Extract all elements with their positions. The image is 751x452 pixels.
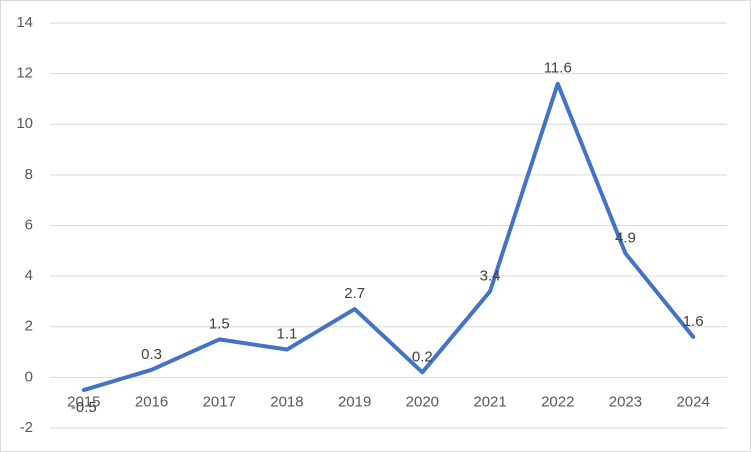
y-tick-label: -2 xyxy=(20,419,33,436)
data-label: 1.1 xyxy=(277,326,298,343)
x-tick-label: 2021 xyxy=(473,393,506,410)
data-label: 1.6 xyxy=(683,313,704,330)
data-label: 0.3 xyxy=(141,346,162,363)
x-tick-label: 2018 xyxy=(270,393,303,410)
x-tick-label: 2017 xyxy=(203,393,236,410)
data-label: 1.5 xyxy=(209,315,230,332)
x-tick-label: 2019 xyxy=(338,393,371,410)
data-label: 2.7 xyxy=(344,285,365,302)
x-tick-label: 2023 xyxy=(609,393,642,410)
data-label: 11.6 xyxy=(544,60,572,77)
data-label: 0.2 xyxy=(412,348,433,365)
data-label: 4.9 xyxy=(615,229,636,246)
y-tick-label: 6 xyxy=(25,216,33,233)
line xyxy=(81,81,696,393)
y-tick-label: 8 xyxy=(25,166,33,183)
x-tick-label: 2020 xyxy=(406,393,439,410)
x-tick-label: 2022 xyxy=(541,393,574,410)
data-label: 3.4 xyxy=(480,267,501,284)
data-label: -0.5 xyxy=(71,399,97,416)
y-tick-label: 14 xyxy=(16,14,33,31)
y-tick-label: 12 xyxy=(16,65,33,82)
y-tick-label: 2 xyxy=(25,318,33,335)
x-tick-label: 2024 xyxy=(676,393,709,410)
y-tick-label: 10 xyxy=(16,115,33,132)
y-tick-label: 4 xyxy=(25,267,33,284)
x-tick-label: 2016 xyxy=(135,393,168,410)
y-tick-label: 0 xyxy=(25,368,33,385)
x-tick-label: 2015 xyxy=(67,393,100,410)
